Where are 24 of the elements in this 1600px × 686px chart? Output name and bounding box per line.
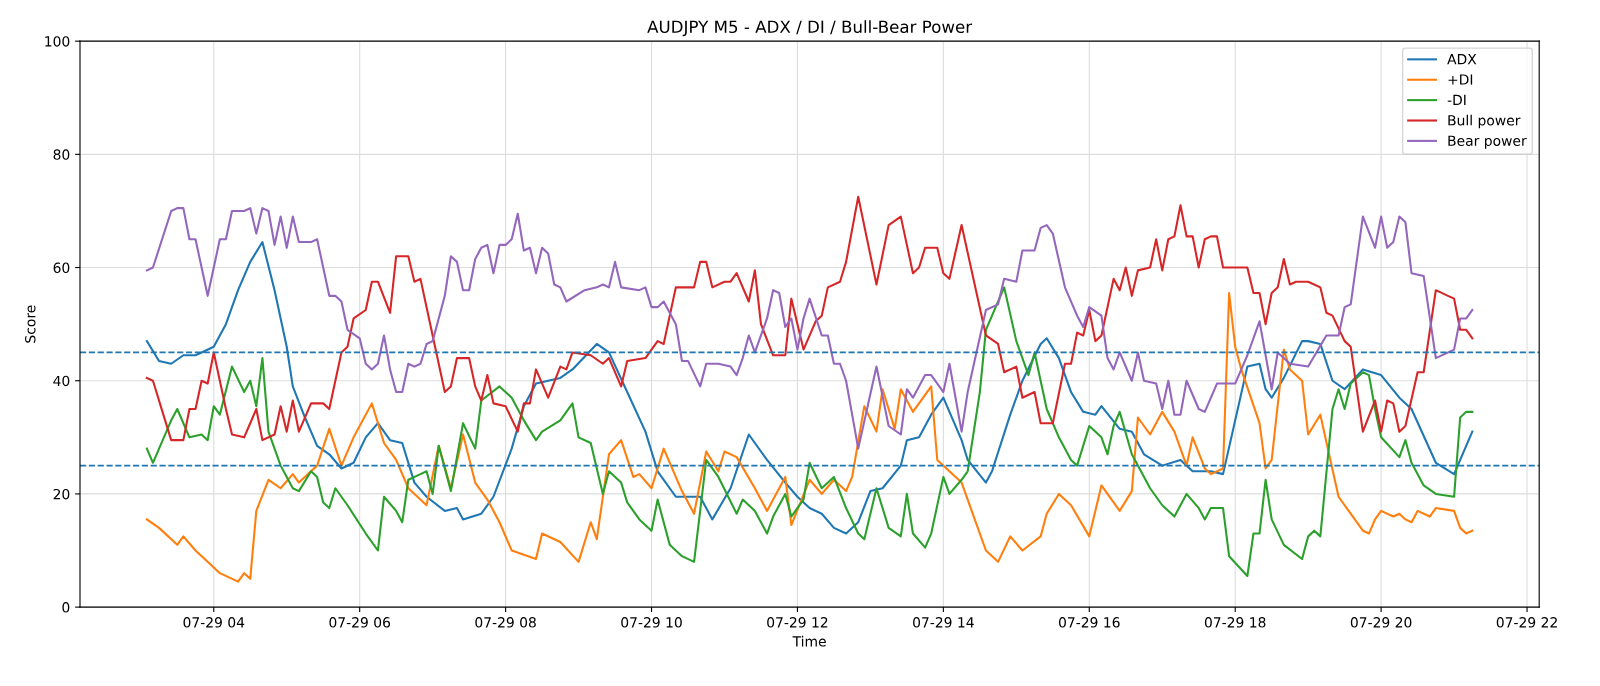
y-tick-label: 20 bbox=[53, 488, 70, 500]
y-tick-label: 40 bbox=[53, 375, 70, 387]
x-tick-label: 07-29 16 bbox=[1058, 617, 1120, 628]
x-tick-label: 07-29 14 bbox=[913, 617, 974, 628]
x-tick-label: 07-29 18 bbox=[1204, 617, 1266, 628]
x-tick-label: 07-29 22 bbox=[1496, 617, 1557, 628]
x-tick-label: 07-29 06 bbox=[329, 617, 391, 628]
legend-label: +DI bbox=[1448, 74, 1473, 85]
legend-label: Bear power bbox=[1448, 135, 1527, 149]
x-tick-label: 07-29 12 bbox=[767, 617, 828, 628]
y-tick-label: 0 bbox=[62, 602, 70, 613]
y-tick-label: 80 bbox=[53, 149, 70, 160]
x-axis-title: Time bbox=[792, 635, 826, 647]
chart-title: AUDJPY M5 - ADX / DI / Bull-Bear Power bbox=[647, 20, 973, 37]
y-axis-title: Score bbox=[25, 305, 36, 343]
x-tick-label: 07-29 04 bbox=[183, 617, 245, 628]
x-tick-label: 07-29 10 bbox=[621, 617, 682, 628]
x-tick-label: 07-29 08 bbox=[475, 617, 536, 628]
legend-label: ADX bbox=[1447, 54, 1477, 65]
y-tick-label: 100 bbox=[45, 36, 70, 47]
x-tick-label: 07-29 20 bbox=[1350, 617, 1412, 628]
legend-label: Bull power bbox=[1448, 114, 1521, 129]
legend-label: -DI bbox=[1447, 94, 1466, 105]
y-tick-label: 60 bbox=[53, 262, 70, 274]
